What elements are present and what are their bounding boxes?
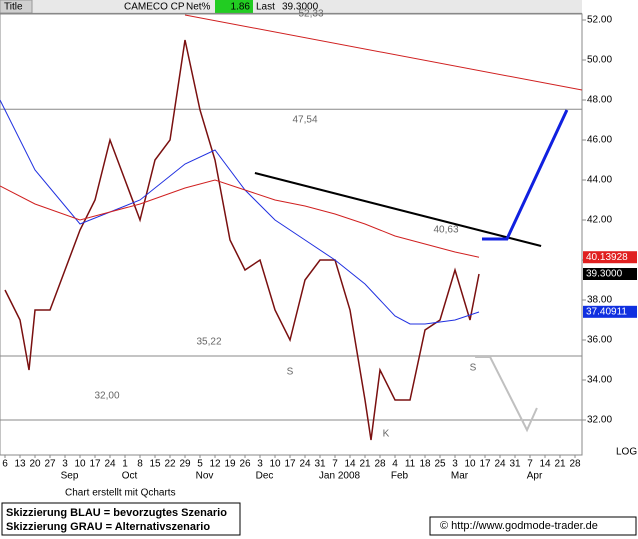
x-tick-label: 12 <box>209 459 221 470</box>
y-tick-label: 52.00 <box>587 15 612 26</box>
price-tag <box>583 268 637 280</box>
y-tick-label: 42.00 <box>587 215 612 226</box>
x-tick-label: 25 <box>434 459 446 470</box>
legend-box <box>1 502 241 536</box>
x-tick-label: 14 <box>344 459 356 470</box>
net-value: 1.86 <box>231 2 251 13</box>
credit: Chart erstellt mit Qcharts <box>65 488 176 499</box>
x-tick-label: 10 <box>269 459 281 470</box>
x-tick-label: 3 <box>257 459 263 470</box>
y-tick-label: 32.00 <box>587 415 612 426</box>
x-tick-label: 21 <box>554 459 566 470</box>
legend-text: Skizzierung GRAU = Alternativszenario <box>6 521 210 533</box>
price-tag-label: 39.3000 <box>586 269 623 280</box>
top-bar <box>0 0 582 13</box>
y-tick-label: 34.00 <box>587 375 612 386</box>
x-tick-label: 10 <box>74 459 86 470</box>
series-line <box>4 39 480 441</box>
month-label: Dec <box>256 471 274 482</box>
net-label: Net% <box>186 2 211 13</box>
x-tick-label: 26 <box>239 459 251 470</box>
series-line <box>482 109 569 241</box>
y-tick-label: 50.00 <box>587 55 612 66</box>
x-tick-label: 27 <box>44 459 56 470</box>
x-tick-label: 3 <box>62 459 68 470</box>
month-label: Nov <box>196 471 214 482</box>
x-tick-label: 5 <box>197 459 203 470</box>
series-line <box>254 172 542 247</box>
x-tick-label: 24 <box>104 459 116 470</box>
x-tick-label: 6 <box>2 459 8 470</box>
y-tick-label: 36.00 <box>587 335 612 346</box>
last-label: Last <box>256 2 275 13</box>
x-tick-label: 28 <box>569 459 581 470</box>
annotation: 40,63 <box>433 225 458 236</box>
annotation: 47,54 <box>292 115 317 126</box>
x-tick-label: 3 <box>452 459 458 470</box>
x-tick-label: 28 <box>374 459 386 470</box>
x-tick-label: 14 <box>539 459 551 470</box>
annotation: K <box>383 429 390 440</box>
annotation: S <box>287 367 294 378</box>
x-tick-label: 11 <box>405 459 416 470</box>
x-tick-label: 7 <box>332 459 338 470</box>
x-tick-label: 13 <box>14 459 26 470</box>
x-tick-label: 1 <box>122 459 128 470</box>
source: © http://www.godmode-trader.de <box>440 520 598 532</box>
annotation: 32,00 <box>94 391 119 402</box>
series-line <box>184 14 583 91</box>
month-label: Mar <box>451 471 469 482</box>
scale-label: LOG <box>616 447 637 458</box>
x-tick-label: 17 <box>89 459 101 470</box>
month-label: Feb <box>391 471 409 482</box>
month-label: Sep <box>61 471 79 482</box>
annotation: 52,33 <box>298 9 323 20</box>
series-line <box>475 356 538 433</box>
x-tick-label: 18 <box>419 459 431 470</box>
series-line <box>0 179 480 258</box>
title: Title <box>4 2 23 13</box>
x-tick-label: 7 <box>527 459 533 470</box>
annotation: S <box>470 363 477 374</box>
x-tick-label: 15 <box>149 459 161 470</box>
legend-text: Skizzierung BLAU = bevorzugtes Szenario <box>6 507 227 519</box>
month-label: Oct <box>122 471 138 482</box>
price-tag-label: 37.40911 <box>586 306 627 317</box>
x-tick-label: 22 <box>164 459 176 470</box>
x-tick-label: 31 <box>509 459 521 470</box>
x-tick-label: 10 <box>464 459 476 470</box>
x-tick-label: 24 <box>299 459 311 470</box>
month-label: Apr <box>527 471 543 482</box>
x-tick-label: 31 <box>314 459 326 470</box>
x-tick-label: 21 <box>359 459 371 470</box>
x-tick-label: 8 <box>137 459 143 470</box>
y-tick-label: 46.00 <box>587 135 612 146</box>
source-box <box>429 516 637 536</box>
symbol: CAMECO CP <box>124 2 185 13</box>
x-tick-label: 19 <box>224 459 236 470</box>
x-tick-label: 17 <box>479 459 491 470</box>
price-tag <box>583 251 637 264</box>
y-tick-label: 38.00 <box>587 295 612 306</box>
x-tick-label: 29 <box>179 459 191 470</box>
x-tick-label: 4 <box>392 459 398 470</box>
x-tick-label: 17 <box>284 459 296 470</box>
price-tag <box>583 305 637 318</box>
last-value: 39.3000 <box>282 2 319 13</box>
y-tick-label: 44.00 <box>587 175 612 186</box>
price-tag-label: 40.13928 <box>586 252 628 263</box>
plot-frame <box>0 13 583 456</box>
y-tick-label: 48.00 <box>587 95 612 106</box>
x-tick-label: 20 <box>29 459 41 470</box>
annotation: 35,22 <box>196 337 221 348</box>
net-box <box>215 0 253 13</box>
x-tick-label: 24 <box>494 459 506 470</box>
month-label: Jan 2008 <box>319 471 361 482</box>
